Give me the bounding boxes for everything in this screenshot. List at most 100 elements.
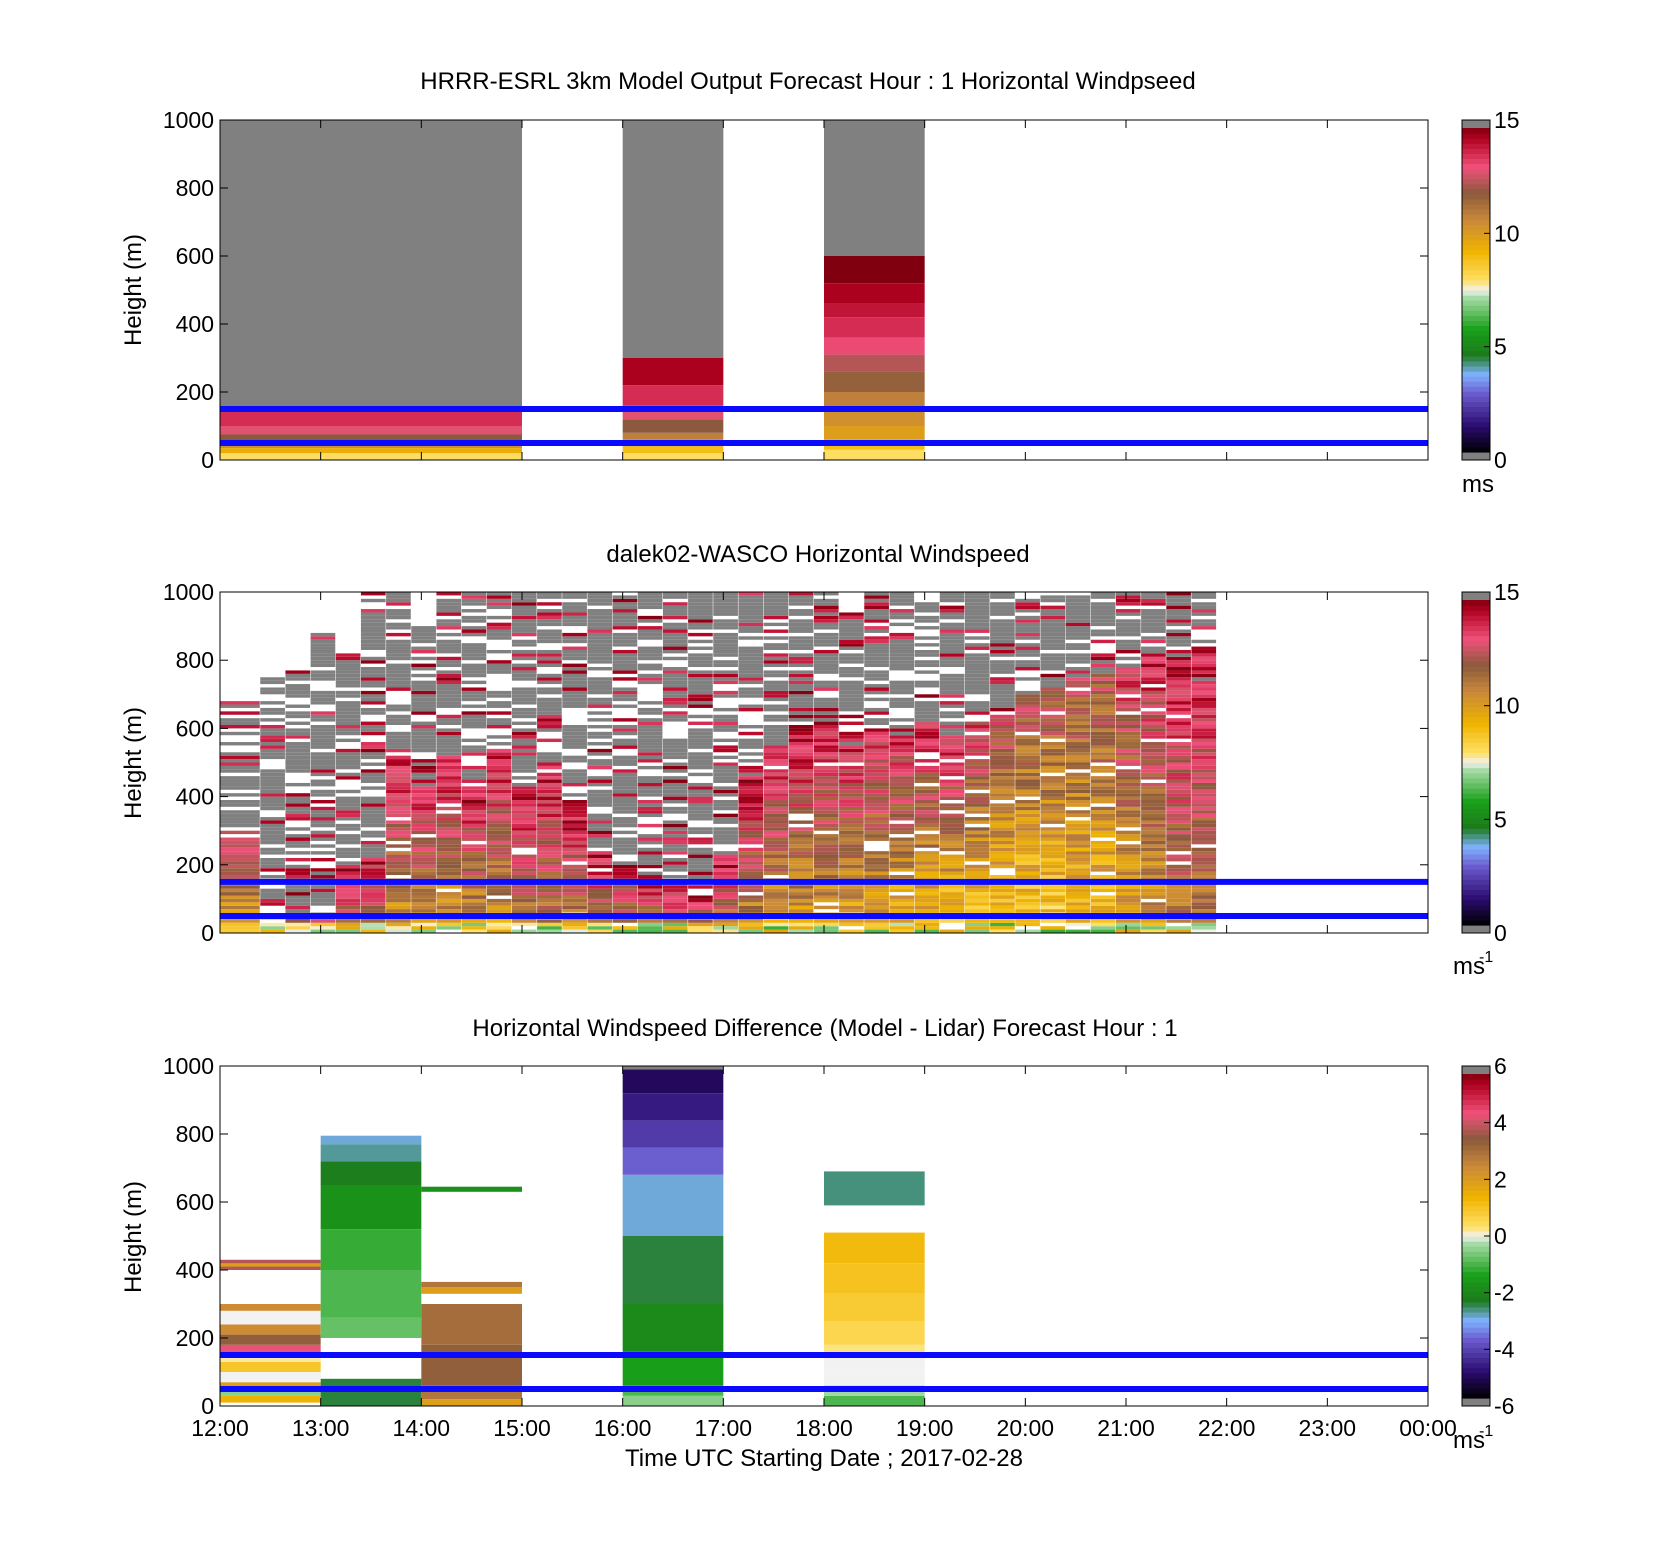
heatmap-cell	[813, 701, 839, 705]
heatmap-cell	[310, 895, 336, 899]
heatmap-cell	[964, 827, 990, 831]
heatmap-cell	[1115, 800, 1141, 804]
heatmap-cell	[839, 851, 864, 855]
heatmap-cell	[939, 687, 965, 691]
heatmap-cell	[220, 453, 522, 460]
heatmap-cell	[587, 759, 613, 763]
heatmap-cell	[461, 694, 487, 698]
heatmap-cell	[612, 929, 638, 933]
heatmap-cell	[788, 759, 814, 763]
heatmap-cell	[1065, 840, 1091, 845]
heatmap-cell	[1040, 721, 1066, 725]
heatmap-cell	[1166, 663, 1191, 668]
heatmap-cell	[990, 776, 1015, 780]
heatmap-cell	[1115, 806, 1141, 811]
heatmap-cell	[813, 782, 839, 787]
heatmap-cell	[637, 823, 663, 828]
colorbar-segment	[1462, 681, 1490, 687]
heatmap-cell	[864, 803, 889, 807]
heatmap-cell	[310, 779, 336, 783]
heatmap-cell	[1166, 612, 1191, 616]
heatmap-cell	[813, 793, 839, 797]
heatmap-cell	[763, 902, 789, 906]
heatmap-cell	[964, 690, 990, 695]
heatmap-cell	[461, 711, 487, 715]
heatmap-cell	[713, 609, 738, 613]
heatmap-cell	[637, 711, 663, 715]
heatmap-cell	[461, 786, 487, 790]
heatmap-cell	[386, 663, 411, 668]
heatmap-cell	[662, 622, 688, 627]
heatmap-cell	[1065, 752, 1091, 756]
heatmap-cell	[587, 905, 613, 910]
heatmap-cell	[1115, 670, 1141, 674]
heatmap-cell	[1191, 857, 1217, 862]
heatmap-cell	[738, 922, 764, 927]
heatmap-cell	[411, 871, 436, 876]
heatmap-cell	[637, 738, 663, 743]
heatmap-cell	[738, 615, 764, 620]
heatmap-cell	[436, 871, 462, 876]
heatmap-cell	[864, 905, 889, 910]
heatmap-cell	[436, 902, 462, 906]
heatmap-cell	[335, 762, 361, 766]
heatmap-cell	[511, 711, 537, 715]
heatmap-cell	[260, 707, 285, 712]
heatmap-cell	[738, 602, 764, 606]
heatmap-cell	[839, 922, 864, 927]
heatmap-cell	[1065, 786, 1091, 790]
heatmap-cell	[1191, 919, 1217, 923]
heatmap-cell	[990, 898, 1015, 903]
heatmap-cell	[587, 643, 613, 647]
heatmap-cell	[788, 745, 814, 749]
heatmap-cell	[360, 656, 386, 661]
heatmap-cell	[220, 898, 260, 903]
heatmap-cell	[1040, 680, 1066, 685]
heatmap-cell	[411, 898, 436, 903]
heatmap-cell	[285, 793, 311, 797]
heatmap-cell	[1040, 622, 1066, 627]
heatmap-cell	[436, 748, 462, 753]
heatmap-cell	[688, 762, 713, 766]
heatmap-cell	[763, 851, 789, 855]
heatmap-cell	[713, 776, 738, 780]
heatmap-cell	[662, 667, 688, 671]
heatmap-cell	[763, 817, 789, 821]
heatmap-cell	[1065, 714, 1091, 719]
heatmap-cell	[813, 898, 839, 903]
colorbar-segment	[1462, 1124, 1490, 1131]
colorbar-segment	[1462, 1241, 1490, 1247]
heatmap-cell	[511, 905, 537, 910]
heatmap-cell	[612, 926, 638, 930]
heatmap-cell	[939, 834, 965, 838]
colorbar-segment	[1462, 625, 1490, 632]
heatmap-cell	[461, 752, 487, 756]
heatmap-cell	[763, 670, 789, 674]
heatmap-cell	[411, 837, 436, 841]
heatmap-cell	[1040, 605, 1066, 610]
heatmap-cell	[360, 909, 386, 913]
heatmap-cell	[310, 718, 336, 722]
heatmap-cell	[310, 765, 336, 770]
heatmap-cell	[386, 837, 411, 841]
heatmap-cell	[461, 817, 487, 821]
heatmap-cell	[220, 902, 260, 906]
heatmap-cell	[763, 823, 789, 828]
heatmap-cell	[1090, 728, 1116, 732]
heatmap-cell	[537, 847, 562, 852]
heatmap-cell	[436, 817, 462, 821]
heatmap-cell	[889, 643, 915, 647]
colorbar-segment	[1462, 360, 1490, 367]
heatmap-cell	[889, 782, 915, 787]
colorbar-tick-label: 0	[1494, 920, 1507, 946]
heatmap-cell	[1090, 694, 1116, 698]
heatmap-cell	[1040, 779, 1066, 783]
heatmap-cell	[310, 738, 336, 743]
heatmap-cell	[436, 762, 462, 766]
heatmap-cell	[738, 759, 764, 763]
heatmap-cell	[688, 687, 713, 691]
heatmap-cell	[864, 718, 889, 722]
heatmap-cell	[763, 707, 789, 712]
heatmap-cell	[889, 656, 915, 661]
heatmap-cell	[939, 748, 965, 753]
